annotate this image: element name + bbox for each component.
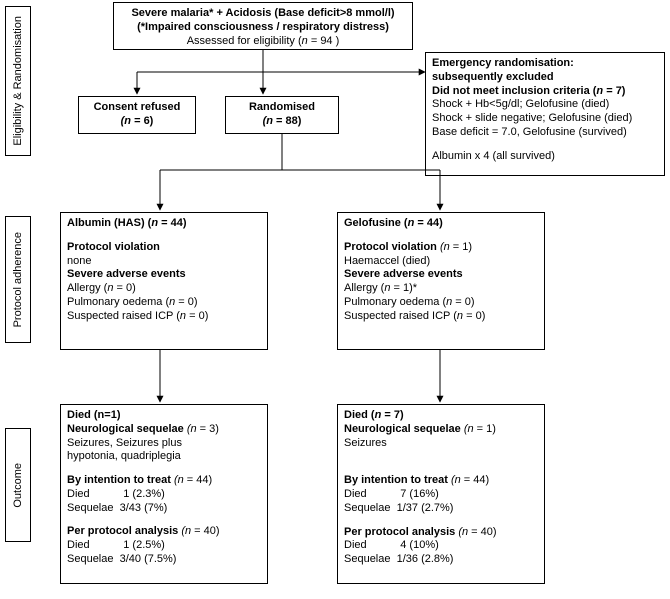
excl-l2: subsequently excluded	[432, 71, 658, 85]
og-itt-d: Died 7 (16%)	[344, 488, 538, 502]
excl-l6: Base deficit = 7.0, Gelofusine (survived…	[432, 126, 658, 140]
excl-l5: Shock + slide negative; Gelofusine (died…	[432, 112, 658, 126]
og-itt-h: By intention to treat (n = 44)	[344, 474, 538, 488]
oa-itt-h: By intention to treat (n = 44)	[67, 474, 261, 488]
stage-label-text: Outcome	[12, 463, 24, 508]
stage-label-protocol: Protocol adherence	[5, 216, 31, 343]
gel-pv-v: Haemaccel (died)	[344, 255, 538, 269]
oa-seq2: hypotonia, quadriplegia	[67, 450, 261, 464]
stage-label-outcome: Outcome	[5, 428, 31, 542]
stage-label-eligibility: Eligibility & Randomisation	[5, 6, 31, 156]
og-pp-s: Sequelae 1/36 (2.8%)	[344, 553, 538, 567]
oa-itt-d: Died 1 (2.3%)	[67, 488, 261, 502]
node-consent-refused: Consent refused (n = 6)	[78, 96, 196, 134]
excl-l4: Shock + Hb<5g/dl; Gelofusine (died)	[432, 98, 658, 112]
node-gelofusine-outcome: Died (n = 7) Neurological sequelae (n = …	[337, 404, 545, 584]
alb-allergy: Allergy (n = 0)	[67, 282, 261, 296]
top-line1b: (*Impaired consciousness / respiratory d…	[120, 21, 406, 35]
oa-seq1: Seizures, Seizures plus	[67, 437, 261, 451]
gel-allergy: Allergy (n = 1)*	[344, 282, 538, 296]
excl-l1: Emergency randomisation:	[432, 57, 658, 71]
alb-po: Pulmonary oedema (n = 0)	[67, 296, 261, 310]
consent-title: Consent refused	[85, 101, 189, 115]
og-ns: Neurological sequelae (n = 1)	[344, 423, 538, 437]
randomised-title: Randomised	[232, 101, 332, 115]
gel-title: Gelofusine (n = 44)	[344, 217, 538, 231]
oa-itt-s: Sequelae 3/43 (7%)	[67, 502, 261, 516]
oa-ns: Neurological sequelae (n = 3)	[67, 423, 261, 437]
alb-pv-h: Protocol violation	[67, 241, 261, 255]
excl-l7: Albumin x 4 (all survived)	[432, 150, 658, 164]
node-randomised: Randomised (n = 88)	[225, 96, 339, 134]
oa-died: Died (n=1)	[67, 409, 261, 423]
flowchart-canvas: Eligibility & Randomisation Protocol adh…	[0, 0, 670, 599]
og-pp-d: Died 4 (10%)	[344, 539, 538, 553]
node-eligibility: Severe malaria* + Acidosis (Base deficit…	[113, 2, 413, 50]
gel-po: Pulmonary oedema (n = 0)	[344, 296, 538, 310]
og-pp-h: Per protocol analysis (n = 40)	[344, 526, 538, 540]
node-exclusion: Emergency randomisation: subsequently ex…	[425, 52, 665, 176]
gel-pv-h: Protocol violation (n = 1)	[344, 241, 538, 255]
gel-sae-h: Severe adverse events	[344, 268, 538, 282]
node-albumin-adherence: Albumin (HAS) (n = 44) Protocol violatio…	[60, 212, 268, 350]
alb-pv-v: none	[67, 255, 261, 269]
excl-l3: Did not meet inclusion criteria (n = 7)	[432, 85, 658, 99]
gel-icp: Suspected raised ICP (n = 0)	[344, 310, 538, 324]
oa-pp-h: Per protocol analysis (n = 40)	[67, 525, 261, 539]
alb-icp: Suspected raised ICP (n = 0)	[67, 310, 261, 324]
consent-n: (n = 6)	[85, 115, 189, 129]
stage-label-text: Eligibility & Randomisation	[12, 16, 24, 146]
og-seq1: Seizures	[344, 437, 538, 451]
randomised-n: (n = 88)	[232, 115, 332, 129]
node-gelofusine-adherence: Gelofusine (n = 44) Protocol violation (…	[337, 212, 545, 350]
node-albumin-outcome: Died (n=1) Neurological sequelae (n = 3)…	[60, 404, 268, 584]
top-line1a: Severe malaria* + Acidosis (Base deficit…	[120, 7, 406, 21]
alb-title: Albumin (HAS) (n = 44)	[67, 217, 261, 231]
alb-sae-h: Severe adverse events	[67, 268, 261, 282]
top-assessed: Assessed for eligibility (n = 94 )	[120, 35, 406, 49]
oa-pp-d: Died 1 (2.5%)	[67, 539, 261, 553]
og-died: Died (n = 7)	[344, 409, 538, 423]
og-itt-s: Sequelae 1/37 (2.7%)	[344, 502, 538, 516]
oa-pp-s: Sequelae 3/40 (7.5%)	[67, 553, 261, 567]
stage-label-text: Protocol adherence	[12, 232, 24, 327]
